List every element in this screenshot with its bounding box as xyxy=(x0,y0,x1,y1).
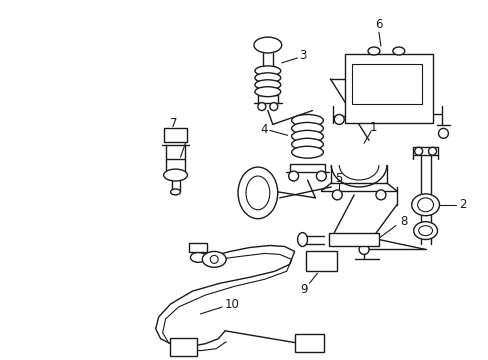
Ellipse shape xyxy=(238,167,277,219)
Bar xyxy=(345,54,432,123)
Text: 4: 4 xyxy=(260,123,267,136)
Circle shape xyxy=(269,103,277,111)
Ellipse shape xyxy=(254,87,280,96)
Ellipse shape xyxy=(190,252,206,262)
Circle shape xyxy=(306,258,316,268)
Ellipse shape xyxy=(291,146,323,158)
Text: 5: 5 xyxy=(335,171,342,185)
Text: 1: 1 xyxy=(368,121,376,134)
Ellipse shape xyxy=(392,47,404,55)
Bar xyxy=(351,64,421,104)
Bar xyxy=(163,129,187,142)
Ellipse shape xyxy=(297,233,307,247)
Bar xyxy=(294,334,324,352)
Text: 2: 2 xyxy=(459,198,466,211)
Ellipse shape xyxy=(253,37,281,53)
Circle shape xyxy=(427,147,436,155)
Ellipse shape xyxy=(417,198,433,212)
Ellipse shape xyxy=(291,130,323,142)
Ellipse shape xyxy=(291,138,323,150)
Ellipse shape xyxy=(163,169,187,181)
Ellipse shape xyxy=(170,189,180,195)
Circle shape xyxy=(332,190,342,200)
Text: 3: 3 xyxy=(298,49,305,63)
Bar xyxy=(165,159,185,171)
Circle shape xyxy=(334,114,344,125)
Ellipse shape xyxy=(202,251,225,267)
Ellipse shape xyxy=(291,122,323,134)
Circle shape xyxy=(438,129,447,138)
Text: 9: 9 xyxy=(299,283,306,296)
Circle shape xyxy=(414,147,422,155)
Bar xyxy=(169,338,197,356)
Circle shape xyxy=(375,190,385,200)
Circle shape xyxy=(288,171,298,181)
Text: 7: 7 xyxy=(169,117,177,130)
Circle shape xyxy=(210,255,218,264)
Circle shape xyxy=(325,258,336,268)
Ellipse shape xyxy=(254,66,280,76)
Text: 8: 8 xyxy=(399,215,407,228)
Ellipse shape xyxy=(254,73,280,83)
Circle shape xyxy=(358,244,368,255)
Text: 6: 6 xyxy=(374,18,382,31)
Ellipse shape xyxy=(291,114,323,126)
Bar xyxy=(328,233,378,247)
Ellipse shape xyxy=(254,80,280,90)
Bar xyxy=(305,251,337,271)
Circle shape xyxy=(257,103,265,111)
Text: 10: 10 xyxy=(224,297,239,311)
Circle shape xyxy=(316,171,325,181)
Ellipse shape xyxy=(367,47,379,55)
Ellipse shape xyxy=(418,226,432,235)
Ellipse shape xyxy=(413,222,437,239)
Bar xyxy=(189,243,207,252)
Ellipse shape xyxy=(411,194,439,216)
Ellipse shape xyxy=(245,176,269,210)
